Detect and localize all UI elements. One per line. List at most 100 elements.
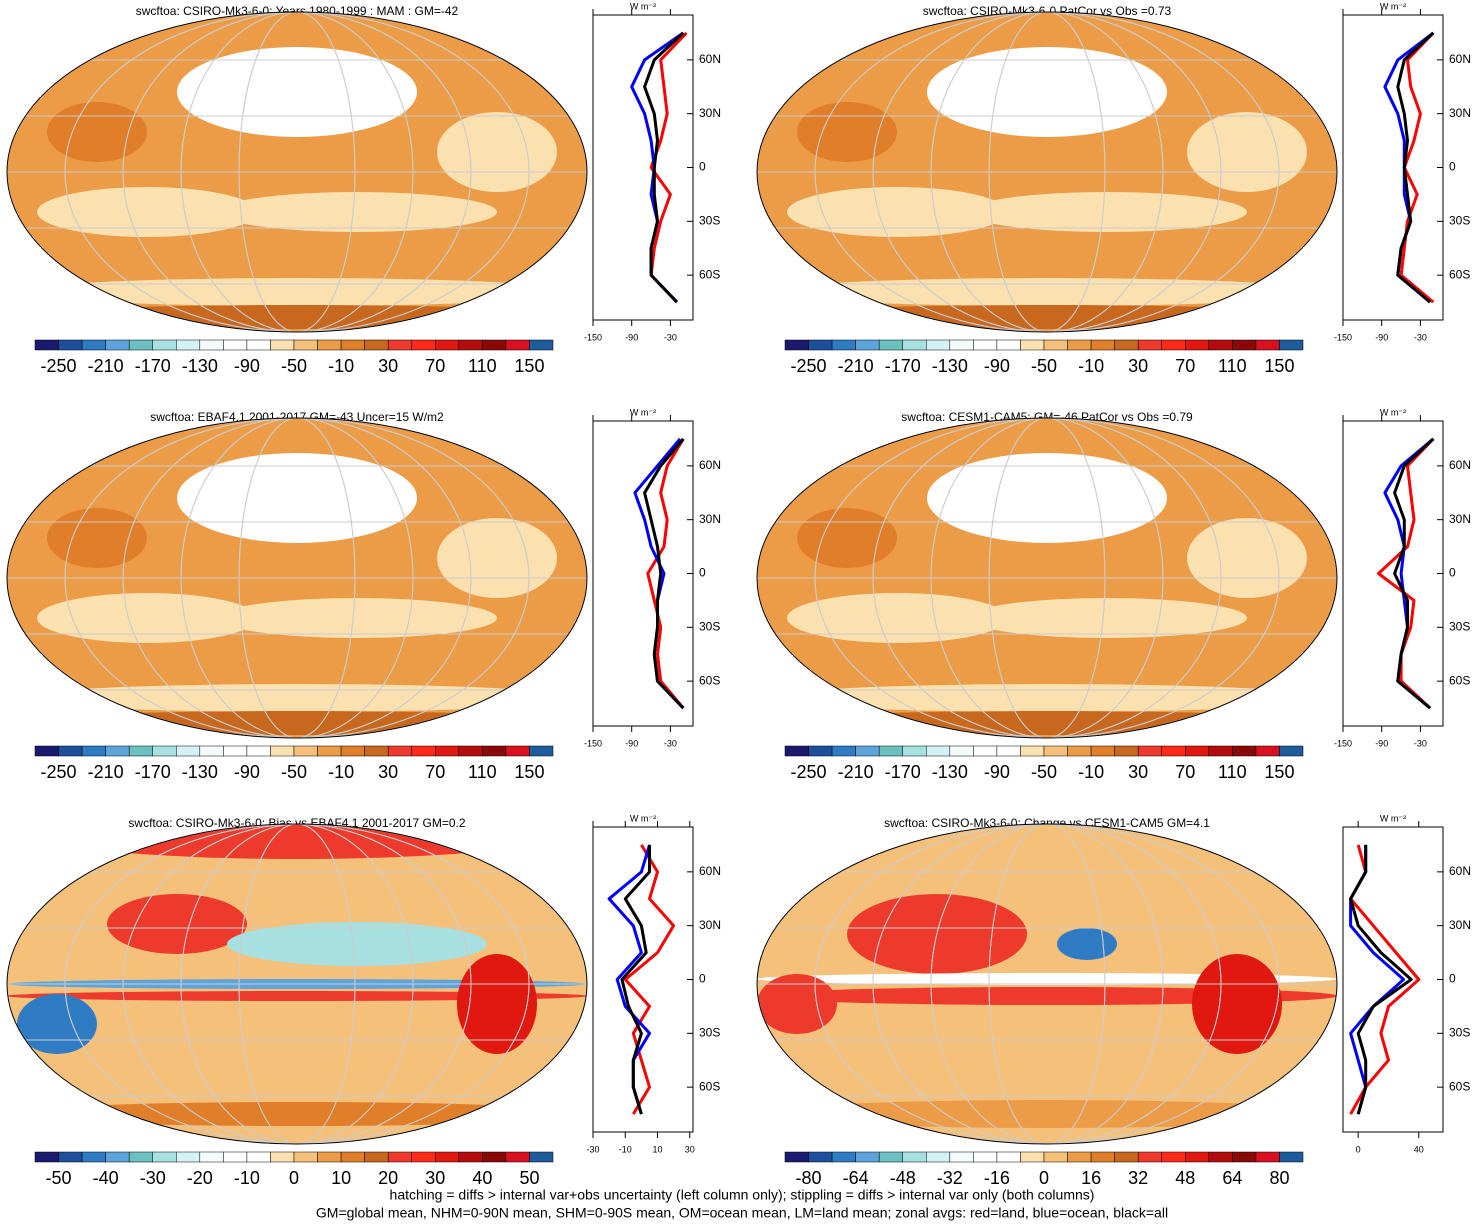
map-patch <box>767 684 1327 712</box>
y-tick-label: 30S <box>699 1025 720 1039</box>
colorbar-box <box>411 745 436 757</box>
colorbar-label: 32 <box>1128 1168 1148 1188</box>
colorbar-box <box>199 745 224 757</box>
colorbar-box <box>1185 339 1210 351</box>
colorbar-label: -170 <box>135 356 171 376</box>
colorbar-label: 150 <box>514 762 544 782</box>
colorbar-label: 70 <box>425 762 445 782</box>
map-patch <box>787 593 1007 643</box>
colorbar-box <box>293 1151 318 1163</box>
colorbar-box <box>926 339 951 351</box>
colorbar-box <box>996 1151 1021 1163</box>
x-tick-label: -30 <box>664 738 677 748</box>
map-patch <box>797 102 897 162</box>
colorbar-box <box>1137 745 1162 757</box>
map-patch <box>7 1102 587 1126</box>
colorbar-label: 64 <box>1222 1168 1242 1188</box>
panel-title: swcftoa: CSIRO-Mk3-6-0 PatCor vs Obs =0.… <box>923 4 1172 18</box>
colorbar-label: -30 <box>140 1168 166 1188</box>
colorbar-box <box>878 339 903 351</box>
y-tick-label: 30S <box>1449 619 1470 633</box>
colorbar-box <box>458 745 483 757</box>
map-outline <box>6 417 588 739</box>
map-patch <box>47 508 147 568</box>
graticule <box>930 824 1164 1144</box>
colorbar-label: -10 <box>234 1168 260 1188</box>
colorbar-box <box>176 1151 201 1163</box>
colorbar-box <box>411 339 436 351</box>
x-tick-label: -150 <box>584 738 602 748</box>
colorbar-label: -16 <box>984 1168 1010 1188</box>
map-patch <box>227 922 487 966</box>
colorbar-label: -48 <box>890 1168 916 1188</box>
x-tick-label: -30 <box>1414 332 1427 342</box>
colorbar-box <box>902 1151 927 1163</box>
map-patch <box>1057 928 1117 960</box>
colorbar-box <box>1279 745 1304 757</box>
colorbar-box <box>81 745 106 757</box>
y-tick-label: 0 <box>699 972 706 986</box>
colorbar-label: -250 <box>791 762 827 782</box>
colorbar-box <box>1114 339 1139 351</box>
zonal-line <box>1349 844 1413 1115</box>
zonal-frame <box>592 826 694 1133</box>
colorbar-label: -64 <box>843 1168 869 1188</box>
colorbar-box <box>105 745 130 757</box>
y-tick-label: 60S <box>1449 673 1470 687</box>
colorbar-box <box>223 745 248 757</box>
map-patch <box>457 954 537 1054</box>
colorbar-box <box>152 745 177 757</box>
colorbar-box <box>458 1151 483 1163</box>
colorbar-box <box>878 1151 903 1163</box>
units-label: W m⁻² <box>630 407 656 417</box>
colorbar-box <box>293 339 318 351</box>
colorbar-box <box>1279 339 1304 351</box>
colorbar-box <box>831 339 856 351</box>
colorbar-box <box>34 745 59 757</box>
colorbar-box <box>152 1151 177 1163</box>
zonal-line <box>620 844 651 1115</box>
y-tick-label: 60S <box>1449 1079 1470 1093</box>
map <box>757 824 1337 1144</box>
colorbar-box <box>1232 745 1257 757</box>
colorbar-label: -90 <box>984 762 1010 782</box>
colorbar-label: -210 <box>838 356 874 376</box>
y-tick-label: 60N <box>699 52 721 66</box>
colorbar-box <box>411 1151 436 1163</box>
zonal-line <box>649 31 688 304</box>
colorbar-box <box>505 339 530 351</box>
map-patch <box>217 598 497 638</box>
zonal-line <box>1393 437 1435 710</box>
colorbar-label: -130 <box>182 762 218 782</box>
colorbar-box <box>949 745 974 757</box>
colorbar-label: 70 <box>1175 762 1195 782</box>
colorbar-box <box>270 745 295 757</box>
colorbar-box <box>199 1151 224 1163</box>
colorbar-box <box>435 1151 460 1163</box>
map-patch <box>17 278 577 306</box>
colorbar-box <box>435 745 460 757</box>
x-tick-label: 30 <box>685 1144 695 1154</box>
zonal-line <box>643 437 685 710</box>
colorbar-box <box>973 339 998 351</box>
map-outline <box>756 417 1338 739</box>
colorbar-box <box>926 745 951 757</box>
colorbar-box <box>34 1151 59 1163</box>
colorbar-box <box>878 745 903 757</box>
colorbar-box <box>529 1151 554 1163</box>
colorbar-box <box>340 339 365 351</box>
x-tick-label: 40 <box>1414 1144 1424 1154</box>
colorbar-label: 110 <box>1218 356 1247 376</box>
graticule <box>814 824 1280 1144</box>
colorbar-label: 30 <box>425 1168 445 1188</box>
colorbar-box <box>808 1151 833 1163</box>
colorbar-box <box>1161 745 1186 757</box>
colorbar-label: -32 <box>937 1168 963 1188</box>
colorbar-label: -250 <box>41 356 77 376</box>
graticule <box>988 12 1106 332</box>
map-patch <box>927 453 1167 543</box>
colorbar-box <box>1090 1151 1115 1163</box>
colorbar-box <box>784 1151 809 1163</box>
y-tick-label: 60N <box>1449 52 1471 66</box>
colorbar-box <box>364 339 389 351</box>
